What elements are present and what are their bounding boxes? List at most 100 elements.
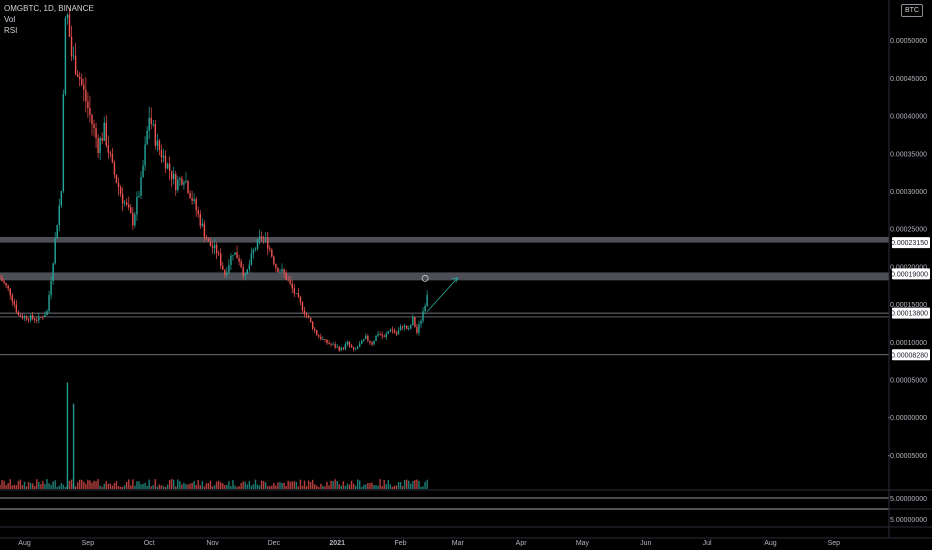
candle-body: [354, 348, 357, 350]
candle-body: [228, 265, 230, 273]
candle-body: [277, 267, 279, 273]
y-tick-label: 0.00025000: [890, 227, 927, 234]
volume-bar: [175, 486, 177, 489]
candle-body: [281, 269, 283, 272]
candle-body: [0, 277, 1, 279]
volume-bar: [199, 485, 201, 489]
volume-bar: [70, 479, 73, 489]
lower-panes: [0, 489, 932, 528]
volume-bar: [156, 486, 159, 489]
volume-bar: [87, 479, 89, 489]
volume-bar: [217, 480, 220, 489]
volume-bar: [418, 480, 420, 489]
volume-bar: [164, 486, 167, 489]
candle-body: [344, 344, 347, 349]
candle-body: [234, 252, 236, 255]
candle-body: [215, 244, 218, 254]
volume-bar: [52, 481, 54, 489]
candle-body: [99, 138, 101, 154]
symbol-title[interactable]: OMGBTC, 1D, BINANCE: [4, 4, 94, 13]
volume-bar: [181, 484, 183, 489]
candle-body: [297, 293, 300, 297]
volume-bar: [267, 486, 269, 489]
candle-body: [309, 317, 312, 322]
candle-body: [29, 315, 32, 321]
y-tick-label: 0.00050000: [890, 38, 927, 45]
volume-bar: [354, 485, 357, 489]
candle-body: [40, 316, 42, 318]
candle-body: [365, 335, 367, 339]
y-tick-label: 0.00045000: [890, 76, 927, 83]
candle-body: [269, 248, 271, 250]
candle-body: [162, 155, 165, 158]
candle-body: [244, 273, 246, 276]
volume-bar: [185, 484, 187, 489]
volume-bar: [130, 485, 132, 489]
volume-bar: [34, 485, 36, 489]
volume-bar: [211, 486, 214, 489]
candle-body: [62, 94, 65, 192]
candle-body: [156, 140, 159, 146]
candle-body: [393, 330, 396, 333]
volume-bar: [132, 479, 134, 489]
candle-body: [3, 281, 5, 284]
volume-bar: [187, 484, 189, 489]
volume-bar: [97, 479, 99, 489]
candle-body: [72, 55, 75, 57]
candle-body: [177, 179, 179, 191]
candle-body: [101, 138, 103, 141]
volume-bar: [252, 484, 255, 489]
price-label: 0.00019000: [891, 271, 928, 278]
volume-bar: [17, 480, 20, 489]
candle-body: [408, 328, 410, 330]
candle-body: [183, 182, 185, 185]
time-axis[interactable]: Aug Sep Oct Nov Dec 2021 Feb Mar Apr May Jun Jul Aug…: [0, 537, 932, 547]
x-tick-label: Sep: [828, 540, 841, 547]
currency-badge[interactable]: BTC: [901, 4, 923, 17]
candle-body: [222, 265, 224, 270]
candle-body: [271, 249, 273, 257]
volume-bar: [285, 486, 287, 489]
candle-body: [301, 302, 304, 311]
candle-body: [358, 343, 361, 347]
rsi-indicator-label[interactable]: RSI: [4, 26, 18, 35]
candle-body: [209, 241, 212, 247]
volume-bar: [58, 485, 60, 489]
volume-bar: [62, 484, 65, 489]
volume-bar: [113, 482, 116, 489]
candle-body: [154, 123, 157, 146]
candle-body: [279, 271, 281, 273]
candle-body: [19, 315, 22, 317]
candle-body: [52, 263, 54, 281]
volume-bar: [297, 486, 300, 489]
volume-bar: [271, 485, 273, 489]
candle-body: [401, 326, 404, 328]
price-axis[interactable]: 0.00050000 0.00045000 0.00040000 0.00035000…: [888, 0, 930, 538]
candle-body: [242, 267, 244, 276]
x-tick-label: Jun: [640, 540, 651, 547]
volume-bar: [403, 479, 406, 489]
candle-body: [31, 315, 34, 319]
candle-body: [232, 254, 234, 256]
volume-bar: [189, 483, 191, 489]
candle-body: [119, 187, 122, 194]
volume-bar: [361, 486, 363, 489]
volume-bar: [150, 486, 152, 489]
candle-body: [256, 239, 259, 249]
x-tick-label: Mar: [452, 540, 465, 547]
candle-body: [175, 173, 177, 191]
volume-bar: [60, 483, 63, 489]
candle-body: [211, 246, 214, 249]
candle-body: [113, 162, 116, 175]
candle-body: [142, 165, 144, 177]
candle-body: [179, 178, 181, 180]
candle-body: [414, 316, 416, 327]
candle-body: [273, 256, 275, 265]
candle-body: [389, 329, 392, 332]
volume-indicator-label[interactable]: Vol: [4, 15, 16, 24]
candle-body: [66, 14, 69, 19]
volume-bar: [393, 485, 396, 489]
volume-bar: [420, 486, 422, 489]
volume-bar: [191, 482, 193, 489]
